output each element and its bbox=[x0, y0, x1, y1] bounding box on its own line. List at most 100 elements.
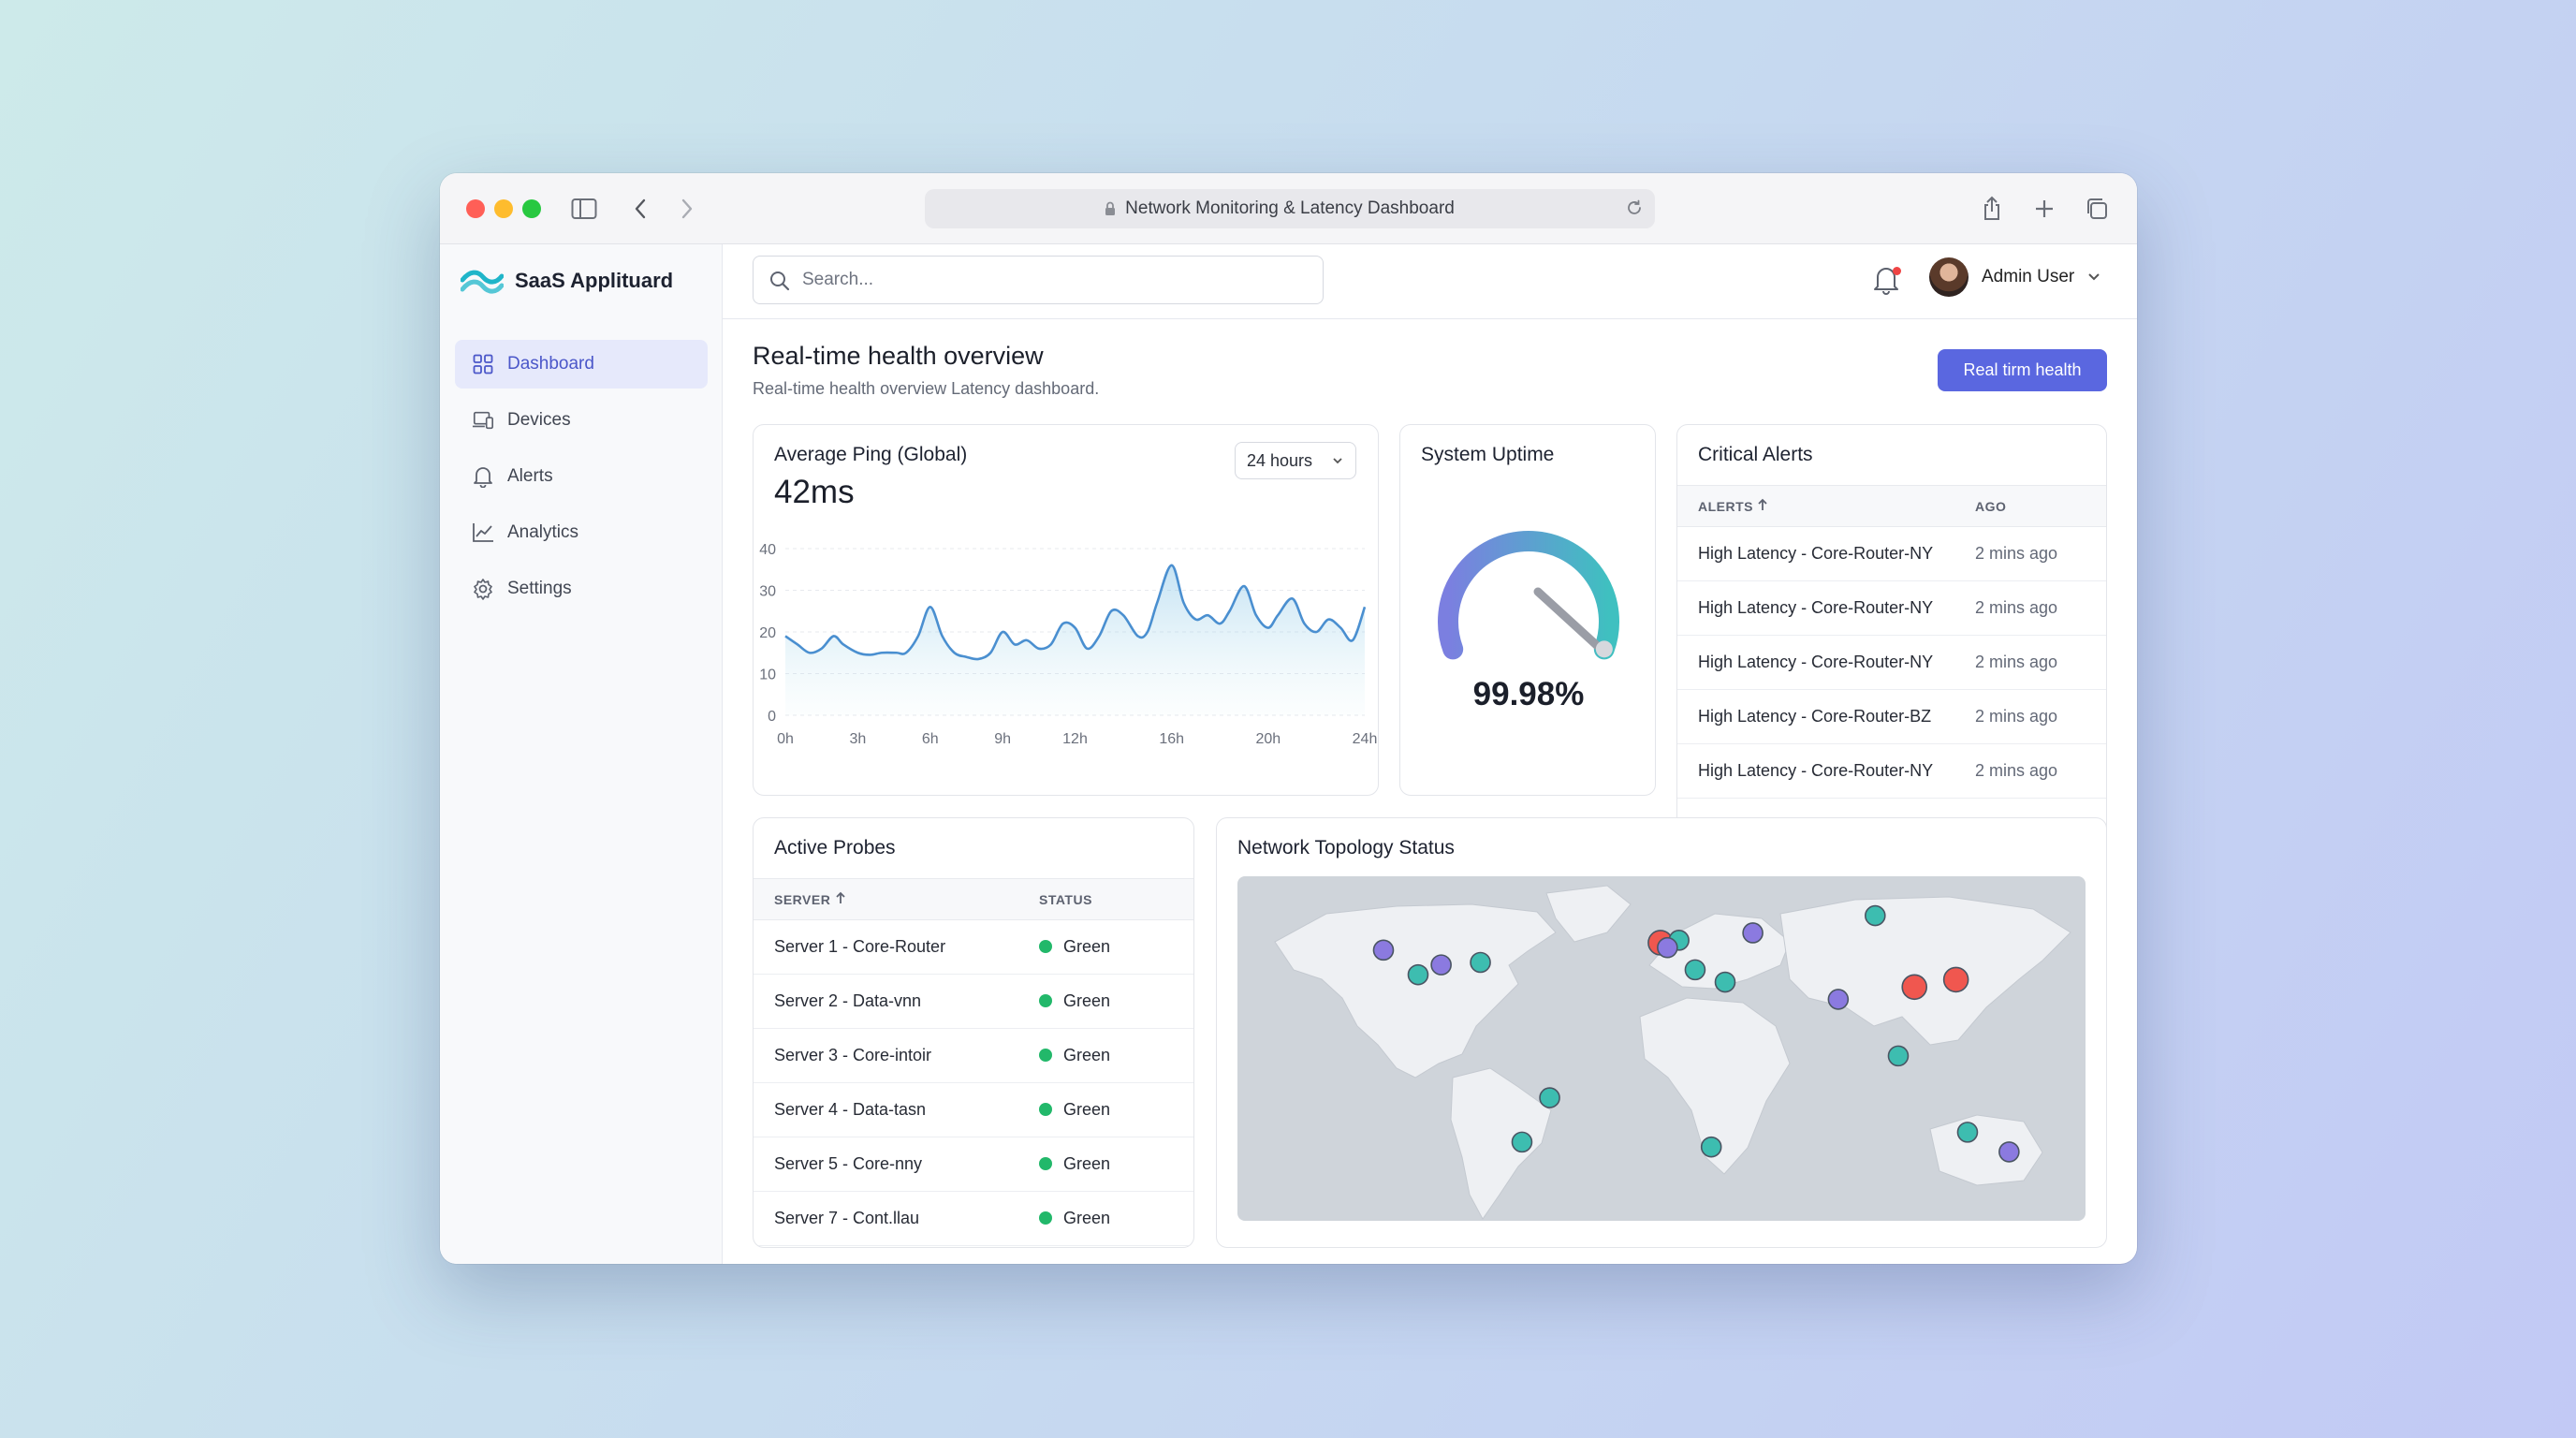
column-label: ALERTS bbox=[1698, 499, 1753, 514]
table-row[interactable]: Server 1 - Core-Router Green bbox=[754, 919, 1193, 975]
ago-column-header[interactable]: AGO bbox=[1975, 485, 2106, 527]
topology-node-healthy[interactable] bbox=[1956, 1122, 1979, 1143]
brand[interactable]: SaaS Applituard bbox=[461, 267, 673, 295]
topology-node-healthy[interactable] bbox=[1700, 1136, 1722, 1158]
topology-node-warning[interactable] bbox=[1827, 989, 1850, 1010]
continent-australia bbox=[1929, 1114, 2043, 1186]
card-title: Network Topology Status bbox=[1237, 837, 1455, 858]
table-header-row: ALERTS AGO bbox=[1677, 485, 2106, 527]
y-tick-label: 0 bbox=[768, 709, 776, 725]
topology-node-healthy[interactable] bbox=[1539, 1087, 1560, 1108]
real-time-health-button[interactable]: Real tirm health bbox=[1938, 349, 2107, 391]
alert-time: 2 mins ago bbox=[1975, 580, 2106, 636]
table-row[interactable]: Server 2 - Data-vnn Green bbox=[754, 974, 1193, 1029]
table-row[interactable]: Server 3 - Core-intoir Green bbox=[754, 1028, 1193, 1083]
bell-icon bbox=[472, 465, 494, 488]
card-title: Average Ping (Global) bbox=[774, 444, 968, 465]
topology-node-healthy[interactable] bbox=[1887, 1045, 1910, 1067]
card-title: Active Probes bbox=[774, 837, 896, 858]
share-icon[interactable] bbox=[1975, 192, 2009, 226]
x-tick-label: 16h bbox=[1159, 731, 1184, 747]
topology-node-healthy[interactable] bbox=[1865, 904, 1886, 927]
server-name: Server 3 - Core-intoir bbox=[754, 1028, 1039, 1083]
sidebar-item-label: Settings bbox=[507, 579, 572, 598]
sidebar-item-alerts[interactable]: Alerts bbox=[455, 452, 708, 501]
table-row[interactable]: High Latency - Core-Router-BZ 2 mins ago bbox=[1677, 689, 2106, 744]
user-menu[interactable]: Admin User bbox=[1929, 257, 2100, 297]
sidebar-item-label: Devices bbox=[507, 410, 571, 430]
topology-node-warning[interactable] bbox=[1657, 936, 1678, 959]
search-box[interactable] bbox=[753, 256, 1324, 304]
forward-icon[interactable] bbox=[670, 192, 704, 226]
y-tick-label: 10 bbox=[759, 668, 776, 683]
status-label: Green bbox=[1063, 937, 1111, 956]
sidebar-toggle-icon[interactable] bbox=[567, 192, 601, 226]
continent-greenland bbox=[1545, 885, 1632, 943]
topology-node-critical[interactable] bbox=[1901, 974, 1928, 1001]
alert-name: High Latency - Core-Router-NY bbox=[1677, 580, 1975, 636]
probe-status: Green bbox=[1039, 1028, 1193, 1083]
server-name: Server 2 - Data-vnn bbox=[754, 974, 1039, 1029]
alert-name: High Latency - Core-Router-NY bbox=[1677, 526, 1975, 581]
gear-icon bbox=[472, 578, 494, 600]
probe-status: Green bbox=[1039, 1082, 1193, 1137]
status-dot bbox=[1039, 1157, 1052, 1170]
reload-icon[interactable] bbox=[1625, 198, 1644, 223]
sidebar-item-analytics[interactable]: Analytics bbox=[455, 508, 708, 557]
gauge-needle-tip bbox=[1595, 640, 1613, 658]
minimize-window-button[interactable] bbox=[494, 199, 513, 218]
topology-node-healthy[interactable] bbox=[1511, 1131, 1533, 1153]
continent-south-america bbox=[1450, 1067, 1552, 1220]
probe-status: Green bbox=[1039, 1137, 1193, 1192]
avatar bbox=[1929, 257, 1969, 297]
close-window-button[interactable] bbox=[466, 199, 485, 218]
topology-node-warning[interactable] bbox=[1372, 939, 1395, 961]
uptime-gauge bbox=[1438, 531, 1619, 660]
world-map[interactable] bbox=[1237, 876, 2086, 1221]
status-label: Green bbox=[1063, 991, 1111, 1010]
tab-overview-icon[interactable] bbox=[2080, 192, 2114, 226]
sidebar-nav: Dashboard Devices Alerts Analytics bbox=[455, 340, 708, 621]
topology-node-warning[interactable] bbox=[1998, 1141, 2020, 1163]
probes-table: SERVER STATUS Server 1 - Core-Router Gree… bbox=[754, 878, 1193, 1246]
topology-node-healthy[interactable] bbox=[1714, 971, 1736, 993]
server-column-header[interactable]: SERVER bbox=[754, 878, 1039, 920]
topology-node-healthy[interactable] bbox=[1684, 959, 1706, 981]
search-input[interactable] bbox=[802, 270, 1289, 290]
sidebar-item-settings[interactable]: Settings bbox=[455, 565, 708, 613]
status-column-header[interactable]: STATUS bbox=[1039, 878, 1193, 920]
table-row[interactable]: Server 7 - Cont.llau Green bbox=[754, 1191, 1193, 1246]
time-range-select[interactable]: 24 hours bbox=[1235, 442, 1356, 479]
address-text: Network Monitoring & Latency Dashboard bbox=[1125, 198, 1455, 218]
alerts-column-header[interactable]: ALERTS bbox=[1677, 485, 1975, 527]
maximize-window-button[interactable] bbox=[522, 199, 541, 218]
table-row[interactable]: High Latency - Core-Router-NY 2 mins ago bbox=[1677, 580, 2106, 636]
notification-bell-icon bbox=[1874, 268, 1898, 295]
probe-status: Green bbox=[1039, 1191, 1193, 1246]
topology-node-critical[interactable] bbox=[1942, 966, 1969, 993]
probe-status: Green bbox=[1039, 919, 1193, 975]
network-topology-card: Network Topology Status bbox=[1216, 817, 2107, 1248]
address-bar[interactable]: Network Monitoring & Latency Dashboard bbox=[925, 189, 1655, 228]
server-name: Server 4 - Data-tasn bbox=[754, 1082, 1039, 1137]
probe-status: Green bbox=[1039, 974, 1193, 1029]
table-row[interactable]: High Latency - Core-Router-NY 2 mins ago bbox=[1677, 526, 2106, 581]
table-row[interactable]: High Latency - Core-Router-NY 2 mins ago bbox=[1677, 743, 2106, 799]
sidebar-item-devices[interactable]: Devices bbox=[455, 396, 708, 445]
topology-node-healthy[interactable] bbox=[1407, 963, 1429, 986]
alert-name: High Latency - Core-Router-NY bbox=[1677, 635, 1975, 690]
table-row[interactable]: Server 4 - Data-tasn Green bbox=[754, 1082, 1193, 1137]
alert-name: High Latency - Core-Router-BZ bbox=[1677, 689, 1975, 744]
topology-node-warning[interactable] bbox=[1430, 954, 1452, 976]
page-subtitle: Real-time health overview Latency dashbo… bbox=[753, 379, 1100, 398]
app-header: Admin User bbox=[723, 244, 2137, 319]
table-row[interactable]: Server 5 - Core-nny Green bbox=[754, 1137, 1193, 1192]
back-icon[interactable] bbox=[623, 192, 657, 226]
sidebar-item-dashboard[interactable]: Dashboard bbox=[455, 340, 708, 389]
notifications-button[interactable] bbox=[1873, 265, 1903, 297]
new-tab-icon[interactable] bbox=[2027, 192, 2061, 226]
table-row[interactable]: High Latency - Core-Router-NY 2 mins ago bbox=[1677, 635, 2106, 690]
topology-node-healthy[interactable] bbox=[1470, 951, 1491, 974]
topology-node-warning[interactable] bbox=[1742, 922, 1764, 944]
x-tick-label: 9h bbox=[994, 731, 1011, 747]
